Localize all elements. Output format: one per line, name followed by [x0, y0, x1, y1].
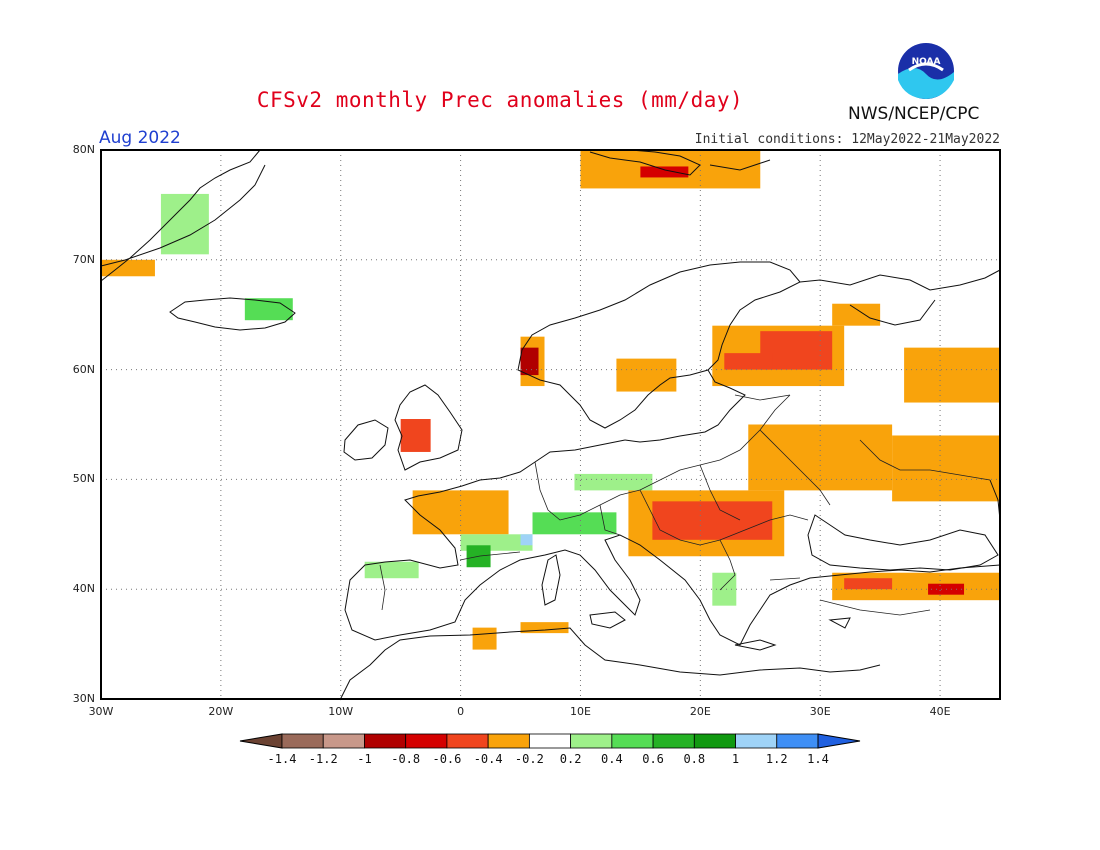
noaa-logo-text: NOAA — [912, 57, 941, 67]
anomaly-uk-north — [400, 419, 431, 452]
colorbar-swatch — [735, 733, 778, 749]
anomaly-russia-northwest — [724, 353, 773, 370]
anomaly-layer — [101, 150, 1000, 650]
colorbar-swatch — [693, 733, 736, 749]
coast-scandinavia — [517, 261, 801, 429]
colorbar-swatch — [652, 733, 695, 749]
colorbar-tick-label: 0.8 — [683, 752, 706, 766]
coast-ireland — [343, 419, 389, 461]
lon-label: 30E — [809, 705, 831, 718]
colorbar-tick-label: 0.6 — [642, 752, 664, 766]
colorbar-swatch — [611, 733, 654, 749]
map-frame — [100, 149, 1001, 700]
anomaly-sweden-central — [616, 358, 677, 392]
anomaly-russia-north — [832, 303, 881, 326]
colorbar-tick-label: -1.2 — [308, 752, 338, 766]
colorbar-swatch — [528, 733, 572, 749]
colorbar-tick-label: -0.4 — [473, 752, 503, 766]
coast-kola-white-sea — [799, 269, 1001, 326]
colorbar-tick-label: 1 — [731, 752, 740, 766]
coastlines — [100, 149, 1001, 701]
lat-label: 30N — [72, 692, 95, 705]
coast-svalbard — [589, 149, 771, 176]
borders-central — [379, 394, 991, 616]
lat-label: 80N — [72, 143, 95, 156]
lat-label: 60N — [72, 362, 95, 376]
colorbar-swatch — [570, 733, 613, 749]
colorbar-swatch — [281, 733, 324, 749]
initial-conditions: Initial conditions: 12May2022-21May2022 — [694, 132, 1000, 147]
coast-iceland — [169, 297, 296, 331]
colorbar-tick-label: -1 — [357, 752, 372, 766]
anomaly-greece-green — [712, 572, 737, 606]
forecast-period: Aug 2022 — [99, 128, 181, 148]
colorbar-tick-label: -0.8 — [391, 752, 421, 766]
country-borders — [379, 394, 991, 616]
colorbar-tick-label: 1.4 — [807, 752, 829, 766]
anomaly-spain-west-green — [364, 561, 419, 579]
colorbar-swatch — [487, 733, 530, 749]
anomaly-alps-blue — [520, 534, 533, 546]
colorbar-tick-label: 0.2 — [559, 752, 582, 766]
colorbar-tick-label: -0.6 — [432, 752, 462, 766]
colorbar-tick-label: 0.4 — [601, 752, 623, 766]
coast-north-africa — [339, 627, 881, 701]
lon-label: 0 — [457, 705, 465, 718]
lat-label: 50N — [72, 472, 95, 486]
coast-black-sea — [807, 514, 999, 571]
coast-greenland — [100, 149, 266, 282]
anomaly-russia-southeast — [892, 435, 1000, 502]
coast-baltic — [624, 369, 746, 443]
agency-label: NWS/NCEP/CPC — [848, 104, 980, 124]
anomaly-alps-green — [532, 512, 617, 535]
colorbar-swatch — [405, 733, 448, 749]
anomaly-russia-east — [904, 347, 1000, 403]
coast-crete — [734, 639, 777, 651]
coast-sicily — [589, 611, 626, 629]
anomaly-france — [412, 490, 509, 535]
noaa-logo: NOAA — [896, 41, 956, 101]
anomaly-norway-west-core — [520, 347, 539, 376]
coast-great-britain — [394, 384, 463, 471]
colorbar-swatch — [776, 733, 819, 749]
colorbar-tick-label: 1.2 — [765, 752, 788, 766]
map-title: CFSv2 monthly Prec anomalies (mm/day) — [256, 88, 744, 112]
anomaly-tunisia — [520, 622, 569, 634]
lon-label: 20W — [208, 705, 234, 718]
lat-label: 40N — [72, 582, 95, 596]
colorbar-swatch — [322, 733, 365, 749]
lon-label: 20E — [689, 705, 711, 718]
coast-cyprus — [828, 617, 851, 629]
colorbar-low-arrow — [239, 733, 283, 749]
lat-label: 70N — [72, 252, 95, 266]
lon-label: 10W — [328, 705, 354, 718]
colorbar-tick-label: -0.2 — [514, 752, 544, 766]
coast-continent — [344, 439, 1001, 646]
coast-sardinia-corsica — [541, 554, 561, 606]
colorbar-swatch — [364, 733, 407, 749]
anomaly-turkey-central — [844, 578, 893, 590]
lon-label: 10E — [569, 705, 591, 718]
colorbar-high-arrow — [817, 733, 861, 749]
colorbar-swatch — [446, 733, 489, 749]
lon-label: 40E — [929, 705, 951, 718]
anomaly-germany-green — [574, 473, 653, 491]
lon-label: 30W — [88, 705, 114, 718]
colorbar-tick-label: -1.4 — [267, 752, 297, 766]
anomaly-svalbard-core — [640, 166, 689, 178]
anomaly-greenland-southeast — [101, 259, 155, 277]
anomaly-hungary-romania — [652, 501, 773, 540]
